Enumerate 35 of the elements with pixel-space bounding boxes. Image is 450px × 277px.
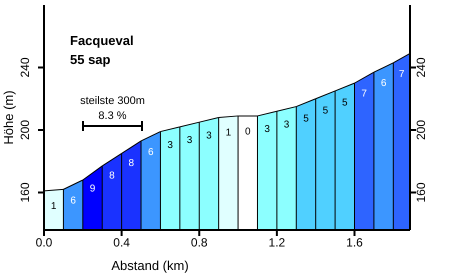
y-axis-title: Höhe (m): [1, 90, 16, 145]
text: Facqueval: [70, 33, 134, 48]
y2-tick-label: 240: [414, 57, 428, 78]
annotation: 3: [167, 140, 174, 151]
annotation: 5: [322, 105, 329, 116]
annotation: 8: [128, 158, 135, 169]
annotation: 7: [398, 68, 405, 80]
x-tick-label: 0.4: [113, 236, 130, 250]
y2-tick-label: 200: [414, 120, 428, 140]
annotation: 1: [226, 127, 232, 138]
annotation: 3: [264, 124, 270, 136]
annotation: 5: [303, 113, 310, 124]
annotation: 0: [244, 126, 251, 138]
y-tick-label: 240: [18, 57, 32, 78]
annotation: 1: [50, 200, 57, 212]
annotation: 3: [186, 135, 193, 146]
x-axis-title: Abstand (km): [111, 258, 189, 273]
annotation: 6: [70, 195, 76, 206]
x-tick-label: 1.6: [346, 236, 364, 250]
annotation: 3: [206, 130, 212, 142]
annotation: 7: [361, 88, 368, 100]
annotation: 6: [380, 78, 387, 90]
annotation: 9: [90, 184, 96, 195]
annotation: steilste 300m 8.3 %: [80, 95, 145, 122]
x-tick-label: 0.8: [190, 236, 208, 250]
y-tick-label: 200: [18, 120, 32, 140]
x-tick-label: 1.2: [268, 236, 286, 250]
annotation: 3: [284, 120, 290, 131]
annotation: 6: [148, 146, 154, 158]
y-tick-label: 160: [18, 182, 32, 203]
annotation: 8: [109, 170, 116, 182]
text: 55 sap: [70, 52, 111, 67]
y2-tick-label: 160: [414, 182, 428, 203]
x-tick-label: 0.0: [36, 236, 53, 250]
annotation: 5: [342, 98, 348, 109]
